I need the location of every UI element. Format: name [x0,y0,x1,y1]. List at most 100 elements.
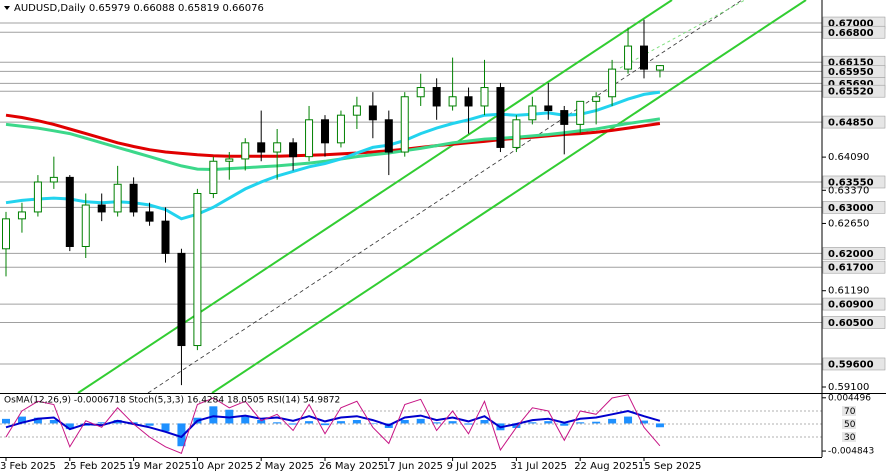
candle-body [257,142,266,153]
level-label-box [822,25,886,39]
candle-body [177,252,186,347]
level-label: 0.62000 [828,249,874,260]
candle-body [305,119,314,158]
candle-body [560,110,569,125]
osma-bar [352,420,361,424]
candle-body [81,204,90,247]
candle-body [544,105,553,112]
y-tick-label: 0.63370 [828,185,869,196]
osma-bar [608,418,617,424]
x-tick-label: 9 Jul 2025 [447,461,497,472]
candle-body [17,211,26,220]
candle-body [368,105,377,121]
candle-body [464,96,473,107]
chart-title: AUDUSD,Daily 0.65979 0.66088 0.65819 0.6… [14,3,264,14]
level-label-box [822,247,886,260]
candle-body [384,119,393,153]
y-tick-label: 0.62650 [828,218,869,229]
candle-body [448,96,457,107]
level-label-box [822,357,886,371]
channel-extension [619,0,746,69]
osma-bar [97,422,106,424]
candle-body [129,183,138,213]
candle-body [432,87,441,107]
osma-bar [2,418,10,424]
y2-tick-box [842,419,856,429]
level-label-box [822,201,886,214]
osma-bar [33,417,42,424]
y-tick-label: -0.004843 [828,447,874,457]
y2-tick-box [842,406,856,416]
x-tick-label: 17 Jun 2025 [383,461,443,472]
osma-bar [161,423,170,432]
level-label: 0.60900 [828,300,874,311]
level-label-box [822,297,886,311]
candle-body [400,96,409,153]
candle-body [193,193,202,347]
osma-bar [17,416,26,424]
y-tick-label: 0.59100 [828,382,869,393]
candle-body [49,176,58,183]
level-label: 0.60500 [828,318,874,329]
candle-body [33,181,42,213]
level-label: 0.63550 [828,177,874,188]
candle-body [655,65,664,71]
candle-body [576,100,585,125]
y2-tick-label: 30 [844,433,856,443]
level-label-box [822,260,886,274]
indicator-title: OsMA(12,26,9) -0.0006718 Stoch(5,3,3) 16… [4,396,340,406]
candle-body [161,220,170,254]
symbol-menu-icon[interactable] [4,6,10,10]
level-label: 0.64850 [828,118,874,129]
candle-body [65,176,74,247]
channel-lines [77,0,807,393]
level-label-box [822,316,886,329]
candle-body [528,105,537,121]
level-label: 0.66150 [828,58,874,69]
y-tick-label: 0.61190 [828,286,869,297]
osma-bar [432,422,441,424]
candle-body [640,45,648,70]
y2-tick-label: 70 [844,407,856,417]
channel-middle [147,0,743,393]
candle-body [336,114,345,144]
level-label-box [822,175,886,189]
candle-body [209,160,218,195]
osma-bar [560,423,569,426]
osma-bar [464,423,473,425]
osma-bar [544,421,553,424]
level-label-box [822,115,886,129]
candle-body [512,119,521,148]
level-label: 0.59600 [828,359,874,370]
osma-bar [624,416,633,424]
candle-body [592,96,601,102]
osma-bar [145,423,154,426]
level-label: 0.63000 [828,203,874,214]
x-tick-label: 26 May 2025 [319,461,384,472]
osma-bar [49,420,58,424]
level-label: 0.61700 [828,263,874,274]
osma-bar [209,406,218,424]
osma-bar [289,423,298,425]
osma-bar [576,422,585,424]
osma-bar [65,423,74,430]
candle-body [352,105,361,116]
osma-bar [368,423,377,424]
candle-body [416,87,425,98]
indicator-layer [0,394,822,454]
osma-bar [177,423,186,447]
osma-bar [592,421,601,424]
x-tick-label: 10 Apr 2025 [191,461,253,472]
y2-tick-box [842,432,856,442]
candle-body [97,204,106,213]
indicator-line [5,394,661,454]
osma-bar [241,416,250,424]
candle-body [624,45,633,70]
level-label: 0.65950 [828,67,874,78]
x-tick-label: 31 Jul 2025 [510,461,567,472]
level-label: 0.65690 [828,79,874,90]
candle-body [273,142,282,153]
level-label: 0.66800 [828,28,874,39]
x-tick-label: 2 May 2025 [255,461,314,472]
